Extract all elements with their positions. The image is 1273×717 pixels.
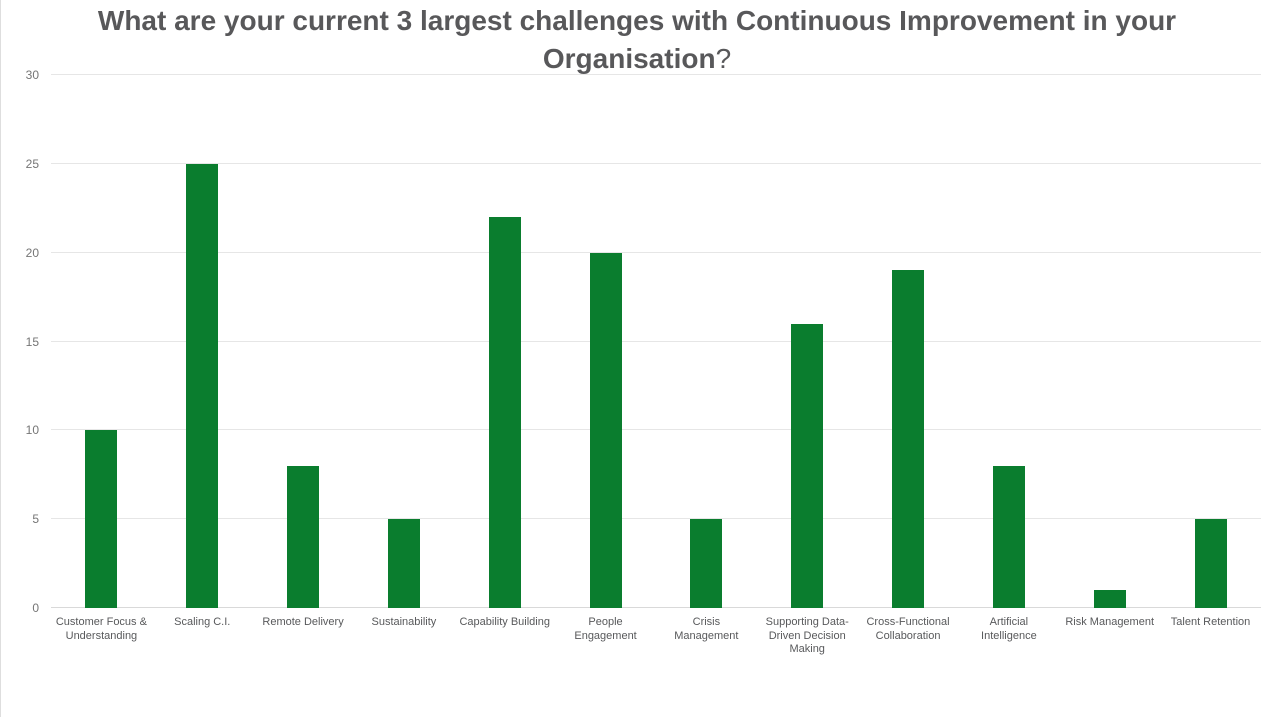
bar-risk-management[interactable] <box>1093 590 1126 608</box>
x-tick-label-scaling-c-i: Scaling C.I. <box>174 616 231 628</box>
bar-column-risk-management <box>1059 75 1160 608</box>
bar-column-customer-focus-understanding <box>51 75 152 608</box>
x-tick-label-risk-management: Risk Management <box>1065 616 1155 628</box>
bar-scaling-c-i[interactable] <box>186 163 219 608</box>
bar-column-supporting-data-driven-decision-making <box>757 75 858 608</box>
bar-crisis-management[interactable] <box>690 519 723 608</box>
gridline <box>51 429 1261 431</box>
gridline <box>51 251 1261 253</box>
x-tick-label-capability-building: Capability Building <box>459 616 550 628</box>
x-tick-label-cross-functional-collaboration: Cross-Functional Collaboration <box>866 616 950 642</box>
y-axis: 0 5 10 15 20 25 30 <box>1 68 43 615</box>
bar-supporting-data-driven-decision-making[interactable] <box>791 323 824 608</box>
gridline <box>51 74 1261 75</box>
bar-column-people-engagement <box>555 75 656 608</box>
y-tick-label: 5 <box>32 512 39 527</box>
bar-column-scaling-c-i <box>152 75 253 608</box>
chart-title-question-mark: ? <box>715 43 732 74</box>
bar-people-engagement[interactable] <box>589 252 622 608</box>
gridline <box>51 340 1261 342</box>
plot-area <box>51 74 1261 608</box>
bar-column-crisis-management <box>656 75 757 608</box>
bar-artificial-intelligence[interactable] <box>992 465 1025 608</box>
y-tick-label: 25 <box>25 156 39 171</box>
bar-column-cross-functional-collaboration <box>858 75 959 608</box>
y-tick-label: 15 <box>25 334 39 349</box>
x-tick-label-remote-delivery: Remote Delivery <box>262 616 344 628</box>
x-tick-label-crisis-management: Crisis Management <box>674 616 739 642</box>
x-tick-label-customer-focus-understanding: Customer Focus & Understanding <box>55 616 147 642</box>
bar-remote-delivery[interactable] <box>287 465 320 608</box>
y-tick-label: 20 <box>25 245 39 260</box>
bar-column-sustainability <box>353 75 454 608</box>
x-tick-label-talent-retention: Talent Retention <box>1170 616 1251 628</box>
bar-sustainability[interactable] <box>387 519 420 608</box>
x-tick-label-sustainability: Sustainability <box>371 616 437 628</box>
x-axis-baseline <box>51 607 1261 608</box>
y-tick-label: 0 <box>32 601 39 615</box>
bar-column-artificial-intelligence <box>958 75 1059 608</box>
x-tick-label-artificial-intelligence: Artificial Intelligence <box>981 616 1037 642</box>
bar-column-remote-delivery <box>253 75 354 608</box>
bar-column-talent-retention <box>1160 75 1261 608</box>
x-tick-label-supporting-data-driven-decision-making: Supporting Data- Driven Decision Making <box>765 616 849 655</box>
bar-customer-focus-understanding[interactable] <box>85 430 118 608</box>
chart-title-text: What are your current 3 largest challeng… <box>97 5 1177 74</box>
bar-talent-retention[interactable] <box>1194 519 1227 608</box>
x-axis: Customer Focus & Understanding Scaling C.I… <box>51 616 1261 657</box>
y-tick-label: 10 <box>25 423 39 438</box>
gridline <box>51 162 1261 164</box>
chart-title: What are your current 3 largest challeng… <box>21 2 1253 78</box>
bar-capability-building[interactable] <box>488 217 521 608</box>
bar-cross-functional-collaboration[interactable] <box>892 270 925 608</box>
gridline <box>51 518 1261 520</box>
bar-column-capability-building <box>454 75 555 608</box>
bars-row <box>51 75 1261 608</box>
x-tick-label-people-engagement: People Engagement <box>574 616 637 642</box>
y-tick-label: 30 <box>25 68 39 82</box>
